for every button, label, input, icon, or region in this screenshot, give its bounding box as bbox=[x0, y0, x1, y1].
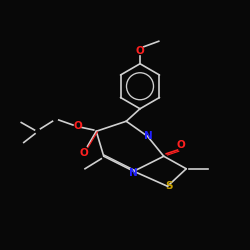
Text: O: O bbox=[177, 140, 186, 150]
Text: N: N bbox=[130, 168, 138, 177]
Text: N: N bbox=[144, 131, 153, 141]
Text: O: O bbox=[73, 121, 82, 131]
Text: S: S bbox=[165, 181, 172, 191]
Text: O: O bbox=[80, 148, 88, 158]
Text: O: O bbox=[136, 46, 144, 56]
